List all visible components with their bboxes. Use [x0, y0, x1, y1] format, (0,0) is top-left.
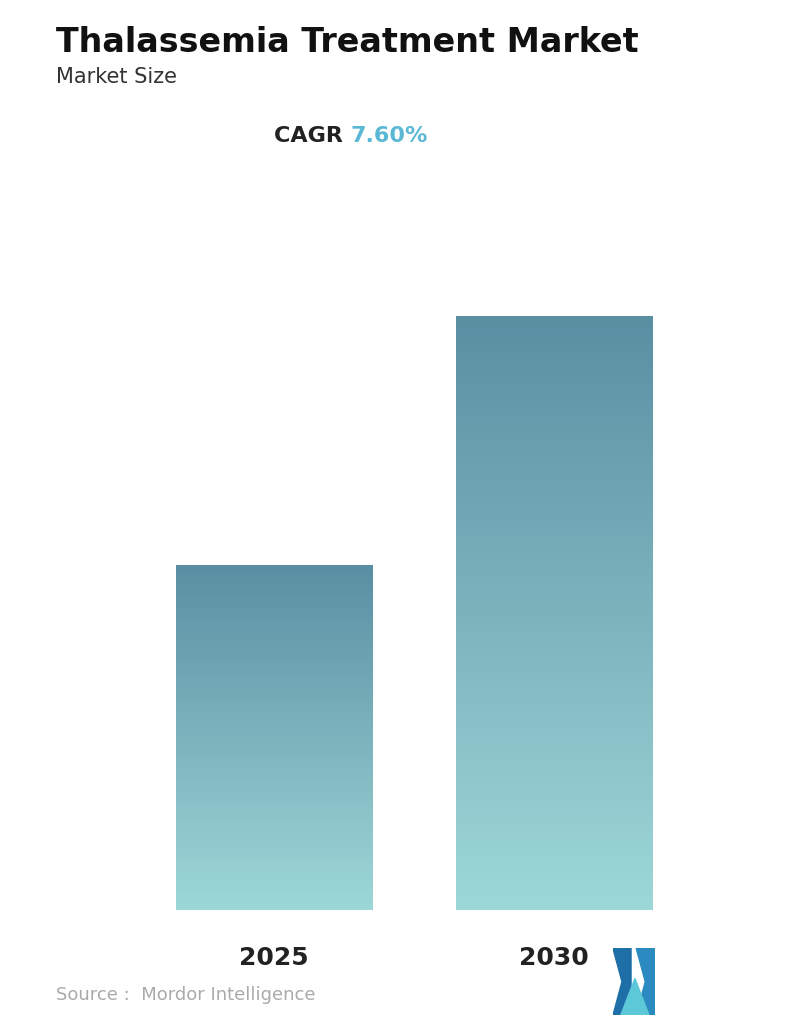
- Text: Source :  Mordor Intelligence: Source : Mordor Intelligence: [56, 985, 315, 1004]
- Text: 2025: 2025: [239, 945, 309, 970]
- Text: 2030: 2030: [519, 945, 589, 970]
- Text: Thalassemia Treatment Market: Thalassemia Treatment Market: [56, 26, 638, 59]
- Text: Market Size: Market Size: [56, 67, 177, 87]
- Text: CAGR: CAGR: [274, 126, 350, 147]
- Polygon shape: [636, 948, 654, 1015]
- Text: 7.60%: 7.60%: [350, 126, 427, 147]
- Polygon shape: [621, 978, 649, 1015]
- Polygon shape: [613, 948, 631, 1015]
